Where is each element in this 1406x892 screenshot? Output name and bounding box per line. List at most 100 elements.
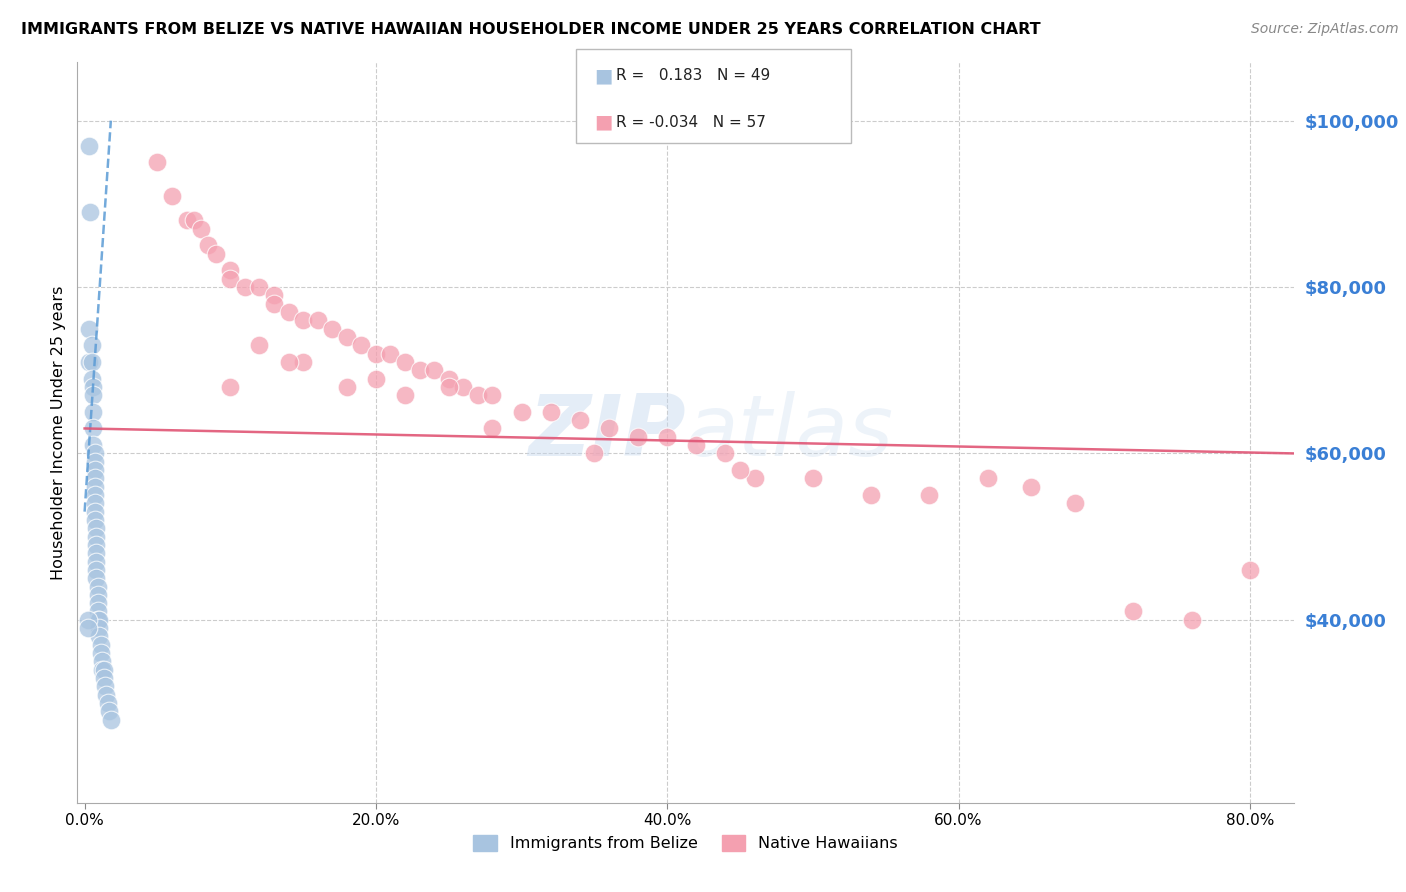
Point	[364, 346, 387, 360]
Point	[83, 455, 105, 469]
Point	[568, 413, 591, 427]
Point	[408, 363, 430, 377]
Point	[219, 271, 242, 285]
Point	[77, 321, 100, 335]
Point	[437, 371, 460, 385]
Text: R = -0.034   N = 57: R = -0.034 N = 57	[616, 115, 766, 129]
Text: ■: ■	[595, 112, 613, 132]
Point	[263, 296, 285, 310]
Point	[89, 621, 111, 635]
Point	[481, 388, 503, 402]
Point	[423, 363, 446, 377]
Point	[219, 263, 242, 277]
Point	[744, 471, 766, 485]
Point	[82, 388, 104, 402]
Point	[219, 380, 242, 394]
Point	[90, 646, 112, 660]
Point	[510, 405, 533, 419]
Point	[82, 380, 104, 394]
Point	[1239, 563, 1261, 577]
Point	[583, 446, 606, 460]
Text: atlas: atlas	[686, 391, 893, 475]
Point	[1180, 613, 1202, 627]
Point	[83, 505, 105, 519]
Point	[91, 663, 114, 677]
Point	[190, 222, 212, 236]
Point	[83, 488, 105, 502]
Point	[728, 463, 751, 477]
Point	[627, 430, 650, 444]
Point	[98, 704, 121, 718]
Point	[380, 346, 402, 360]
Point	[860, 488, 883, 502]
Point	[89, 613, 111, 627]
Point	[918, 488, 941, 502]
Point	[84, 546, 107, 560]
Point	[83, 471, 105, 485]
Point	[292, 313, 315, 327]
Point	[76, 613, 98, 627]
Point	[82, 421, 104, 435]
Point	[94, 679, 117, 693]
Point	[84, 563, 107, 577]
Point	[83, 446, 105, 460]
Point	[82, 438, 104, 452]
Point	[292, 355, 315, 369]
Point	[685, 438, 707, 452]
Point	[1122, 605, 1144, 619]
Text: Source: ZipAtlas.com: Source: ZipAtlas.com	[1251, 22, 1399, 37]
Point	[96, 688, 118, 702]
Point	[263, 288, 285, 302]
Point	[1021, 480, 1043, 494]
Point	[350, 338, 373, 352]
Point	[204, 246, 226, 260]
Point	[453, 380, 475, 394]
Point	[336, 380, 359, 394]
Point	[91, 654, 114, 668]
Point	[87, 613, 110, 627]
Point	[93, 671, 115, 685]
Text: ZIP: ZIP	[527, 391, 686, 475]
Point	[84, 521, 107, 535]
Point	[598, 421, 620, 435]
Point	[84, 530, 107, 544]
Point	[93, 663, 115, 677]
Point	[233, 280, 256, 294]
Point	[100, 713, 122, 727]
Point	[77, 138, 100, 153]
Point	[87, 588, 110, 602]
Point	[84, 555, 107, 569]
Y-axis label: Householder Income Under 25 years: Householder Income Under 25 years	[51, 285, 66, 580]
Point	[657, 430, 679, 444]
Point	[481, 421, 503, 435]
Point	[277, 355, 299, 369]
Point	[801, 471, 824, 485]
Point	[437, 380, 460, 394]
Point	[467, 388, 489, 402]
Point	[540, 405, 562, 419]
Point	[76, 621, 98, 635]
Text: IMMIGRANTS FROM BELIZE VS NATIVE HAWAIIAN HOUSEHOLDER INCOME UNDER 25 YEARS CORR: IMMIGRANTS FROM BELIZE VS NATIVE HAWAIIA…	[21, 22, 1040, 37]
Point	[183, 213, 205, 227]
Point	[79, 205, 101, 219]
Point	[146, 155, 169, 169]
Point	[83, 480, 105, 494]
Point	[394, 388, 416, 402]
Point	[89, 629, 111, 643]
Point	[77, 355, 100, 369]
Point	[307, 313, 329, 327]
Text: ■: ■	[595, 66, 613, 86]
Point	[176, 213, 198, 227]
Point	[84, 571, 107, 585]
Point	[80, 371, 103, 385]
Point	[83, 463, 105, 477]
Point	[87, 605, 110, 619]
Point	[197, 238, 219, 252]
Point	[1064, 496, 1087, 510]
Legend: Immigrants from Belize, Native Hawaiians: Immigrants from Belize, Native Hawaiians	[467, 829, 904, 858]
Point	[80, 338, 103, 352]
Point	[976, 471, 998, 485]
Point	[336, 330, 359, 344]
Text: R =   0.183   N = 49: R = 0.183 N = 49	[616, 69, 770, 83]
Point	[84, 538, 107, 552]
